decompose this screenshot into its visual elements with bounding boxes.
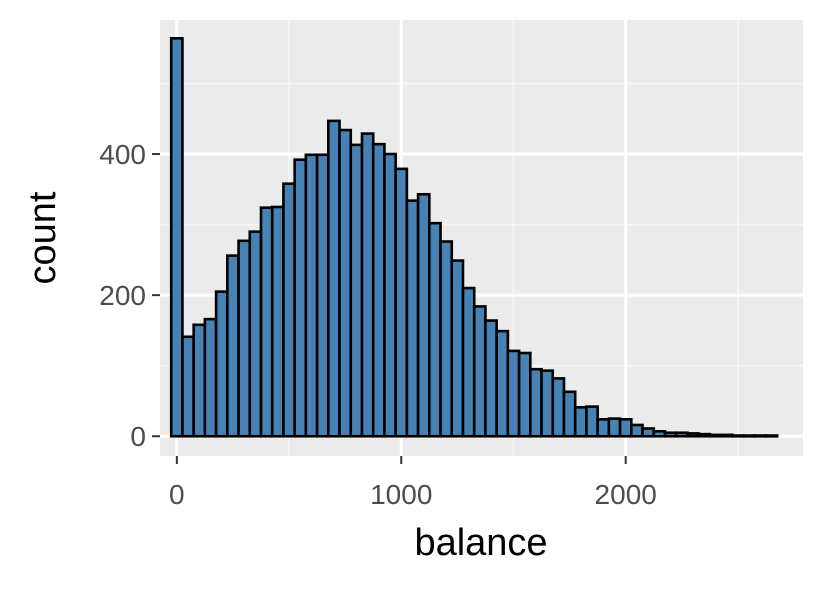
histogram-bar-42: [641, 427, 656, 438]
histogram-bar-16: [349, 143, 364, 438]
histogram-bar-18: [371, 142, 386, 438]
histogram-bar-29: [495, 329, 510, 438]
histogram-bar-13: [315, 153, 330, 438]
histogram-bar-30: [506, 349, 521, 438]
x-axis-title: balance: [414, 522, 547, 564]
x-tick-label-0: 0: [169, 479, 185, 510]
histogram-bar-0: [169, 37, 184, 438]
histogram-bar-12: [304, 153, 319, 438]
histogram-bar-25: [450, 259, 465, 438]
histogram-bar-17: [360, 132, 375, 438]
histogram-bar-21: [405, 199, 420, 438]
histogram-bar-46: [686, 432, 700, 438]
histogram-bar-41: [630, 423, 644, 438]
histogram-bar-48: [708, 433, 723, 438]
histogram-bar-4: [214, 290, 229, 438]
histogram-bar-47: [697, 432, 712, 438]
histogram-bar-14: [327, 119, 341, 438]
histogram-bar-53: [764, 434, 779, 438]
histogram-bar-34: [551, 377, 566, 438]
histogram-bar-2: [192, 323, 207, 438]
y-tick-label-1: 200: [99, 280, 146, 311]
histogram-bar-8: [259, 206, 274, 438]
y-axis: 0 200 400: [99, 139, 160, 452]
histogram-bar-5: [226, 254, 240, 438]
histogram-bar-32: [529, 367, 543, 438]
histogram-bar-50: [731, 434, 745, 438]
histogram-bar-6: [237, 239, 252, 438]
histogram-bar-33: [540, 369, 555, 438]
histogram-bar-44: [663, 431, 678, 438]
histogram-bar-1: [181, 335, 195, 438]
histogram-bar-39: [607, 417, 622, 438]
histogram-bar-10: [282, 182, 296, 438]
x-tick-label-2: 2000: [595, 479, 657, 510]
histogram-bars: [169, 37, 779, 438]
x-tick-label-1: 1000: [370, 479, 432, 510]
histogram-bar-3: [203, 317, 218, 438]
histogram-bar-45: [674, 431, 689, 438]
histogram-bar-49: [719, 433, 734, 438]
histogram-bar-52: [753, 434, 768, 438]
histogram-bar-28: [484, 319, 498, 438]
y-axis-title: count: [22, 191, 64, 284]
histogram-bar-19: [383, 152, 397, 438]
histogram-bar-36: [573, 406, 588, 438]
histogram-bar-27: [472, 305, 487, 438]
histogram-bar-7: [248, 230, 263, 438]
histogram-bar-24: [439, 240, 454, 438]
histogram-bar-51: [742, 434, 757, 438]
histogram-bar-23: [428, 221, 442, 438]
histogram-bar-43: [652, 430, 667, 438]
histogram-bar-31: [517, 351, 532, 438]
histogram-bar-38: [596, 418, 611, 438]
histogram-bar-22: [416, 192, 431, 438]
histogram-bar-11: [293, 158, 308, 438]
x-axis: 0 1000 2000: [169, 456, 657, 510]
y-tick-label-0: 0: [130, 421, 146, 452]
histogram-bar-9: [270, 205, 285, 438]
histogram-bar-35: [562, 390, 577, 438]
histogram-bar-15: [338, 128, 353, 438]
histogram-bar-37: [585, 405, 599, 438]
histogram-bar-40: [618, 418, 633, 438]
histogram-bar-20: [394, 167, 409, 438]
histogram-bar-26: [461, 286, 476, 438]
y-tick-label-2: 400: [99, 139, 146, 170]
